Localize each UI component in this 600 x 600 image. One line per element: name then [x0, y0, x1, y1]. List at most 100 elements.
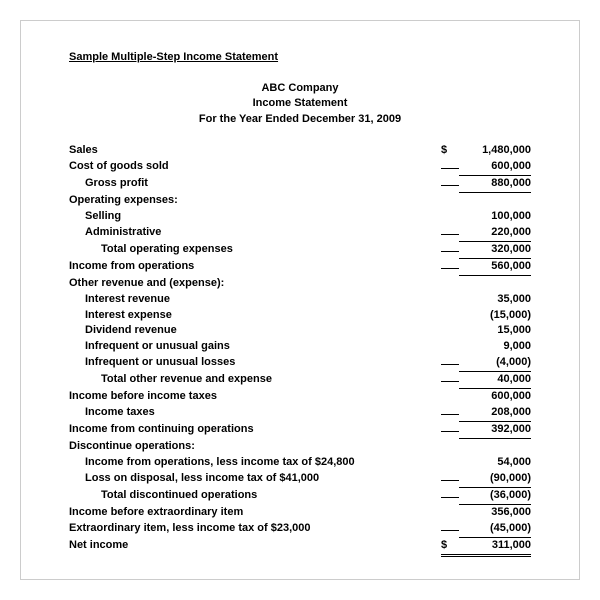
row-amount: 356,000 — [459, 505, 531, 521]
statement-row: Interest expense (15,000) — [69, 308, 531, 324]
amount-wrap: 600,000 — [441, 159, 531, 176]
amount-wrap: $311,000 — [441, 538, 531, 557]
currency-symbol: $ — [441, 538, 459, 557]
statement-row: Cost of goods sold 600,000 — [69, 159, 531, 176]
row-amount: (45,000) — [459, 521, 531, 538]
row-label: Interest revenue — [69, 292, 441, 308]
row-label: Infrequent or unusual gains — [69, 339, 441, 355]
statement-row: Selling 100,000 — [69, 209, 531, 225]
row-amount: (4,000) — [459, 355, 531, 372]
currency-symbol: $ — [441, 143, 459, 159]
row-amount: 392,000 — [459, 422, 531, 439]
row-label: Income from operations — [69, 259, 441, 275]
amount-wrap: 54,000 — [441, 455, 531, 471]
statement-row: Income from operations, less income tax … — [69, 455, 531, 471]
amount-wrap: 560,000 — [441, 259, 531, 276]
row-label: Total operating expenses — [69, 242, 441, 258]
row-amount: 880,000 — [459, 176, 531, 193]
statement-header: ABC Company Income Statement For the Yea… — [69, 81, 531, 127]
amount-wrap: 600,000 — [441, 389, 531, 405]
row-label: Operating expenses: — [69, 193, 441, 209]
currency-symbol — [441, 431, 459, 432]
row-amount: 1,480,000 — [459, 143, 531, 159]
row-amount: 560,000 — [459, 259, 531, 276]
row-amount: 220,000 — [459, 225, 531, 242]
statement-row: Extraordinary item, less income tax of $… — [69, 521, 531, 538]
amount-wrap: (4,000) — [441, 355, 531, 372]
currency-symbol — [441, 168, 459, 169]
amount-wrap: 40,000 — [441, 372, 531, 389]
row-label: Interest expense — [69, 308, 441, 324]
amount-wrap: (90,000) — [441, 471, 531, 488]
row-label: Total other revenue and expense — [69, 372, 441, 388]
statement-row: Infrequent or unusual losses(4,000) — [69, 355, 531, 372]
row-label: Selling — [69, 209, 441, 225]
currency-symbol — [441, 414, 459, 415]
row-label: Administrative — [69, 225, 441, 241]
row-amount: 311,000 — [459, 538, 531, 557]
statement-row: Operating expenses: — [69, 193, 531, 209]
row-label: Income before income taxes — [69, 389, 441, 405]
currency-symbol — [441, 530, 459, 531]
amount-wrap: 392,000 — [441, 422, 531, 439]
row-label: Total discontinued operations — [69, 488, 441, 504]
row-label: Income from continuing operations — [69, 422, 441, 438]
currency-symbol — [441, 497, 459, 498]
amount-wrap: (45,000) — [441, 521, 531, 538]
statement-row: Other revenue and (expense): — [69, 276, 531, 292]
row-amount: 9,000 — [459, 339, 531, 355]
income-statement-table: Sales$1,480,000Cost of goods sold 600,000… — [69, 143, 531, 556]
statement-row: Total discontinued operations (36,000) — [69, 488, 531, 505]
amount-wrap: 880,000 — [441, 176, 531, 193]
row-amount: 54,000 — [459, 455, 531, 471]
statement-row: Income taxes208,000 — [69, 405, 531, 422]
statement-row: Total operating expenses 320,000 — [69, 242, 531, 259]
currency-symbol — [441, 185, 459, 186]
row-label: Loss on disposal, less income tax of $41… — [69, 471, 441, 487]
row-amount: 600,000 — [459, 159, 531, 176]
row-label: Gross profit — [69, 176, 441, 192]
amount-wrap: 100,000 — [441, 209, 531, 225]
row-amount: 320,000 — [459, 242, 531, 259]
row-amount: 35,000 — [459, 292, 531, 308]
amount-wrap: 320,000 — [441, 242, 531, 259]
row-label: Other revenue and (expense): — [69, 276, 441, 292]
statement-period: For the Year Ended December 31, 2009 — [69, 112, 531, 127]
statement-row: Loss on disposal, less income tax of $41… — [69, 471, 531, 488]
statement-row: Income before income taxes 600,000 — [69, 389, 531, 405]
amount-wrap: 35,000 — [441, 292, 531, 308]
document-title: Sample Multiple-Step Income Statement — [69, 51, 531, 63]
statement-row: Income before extraordinary item 356,000 — [69, 505, 531, 521]
statement-row: Income from operations 560,000 — [69, 259, 531, 276]
statement-row: Dividend revenue15,000 — [69, 323, 531, 339]
amount-wrap: (15,000) — [441, 308, 531, 324]
amount-wrap: 356,000 — [441, 505, 531, 521]
currency-symbol — [441, 364, 459, 365]
row-label: Income before extraordinary item — [69, 505, 441, 521]
row-label: Dividend revenue — [69, 323, 441, 339]
row-label: Net income — [69, 538, 441, 554]
row-amount: (90,000) — [459, 471, 531, 488]
row-label: Cost of goods sold — [69, 159, 441, 175]
statement-name: Income Statement — [69, 96, 531, 111]
company-name: ABC Company — [69, 81, 531, 96]
statement-row: Sales$1,480,000 — [69, 143, 531, 159]
amount-wrap: 9,000 — [441, 339, 531, 355]
row-amount: 40,000 — [459, 372, 531, 389]
row-label: Extraordinary item, less income tax of $… — [69, 521, 441, 537]
amount-wrap: 220,000 — [441, 225, 531, 242]
row-label: Discontinue operations: — [69, 439, 441, 455]
statement-row: Discontinue operations: — [69, 439, 531, 455]
statement-row: Income from continuing operations 392,000 — [69, 422, 531, 439]
row-label: Income from operations, less income tax … — [69, 455, 441, 471]
amount-wrap: (36,000) — [441, 488, 531, 505]
row-amount: 600,000 — [459, 389, 531, 405]
amount-wrap: $1,480,000 — [441, 143, 531, 159]
statement-row: Infrequent or unusual gains 9,000 — [69, 339, 531, 355]
row-amount: (36,000) — [459, 488, 531, 505]
row-amount: 100,000 — [459, 209, 531, 225]
row-amount: (15,000) — [459, 308, 531, 324]
document-frame: Sample Multiple-Step Income Statement AB… — [20, 20, 580, 580]
amount-wrap: 208,000 — [441, 405, 531, 422]
statement-row: Gross profit 880,000 — [69, 176, 531, 193]
